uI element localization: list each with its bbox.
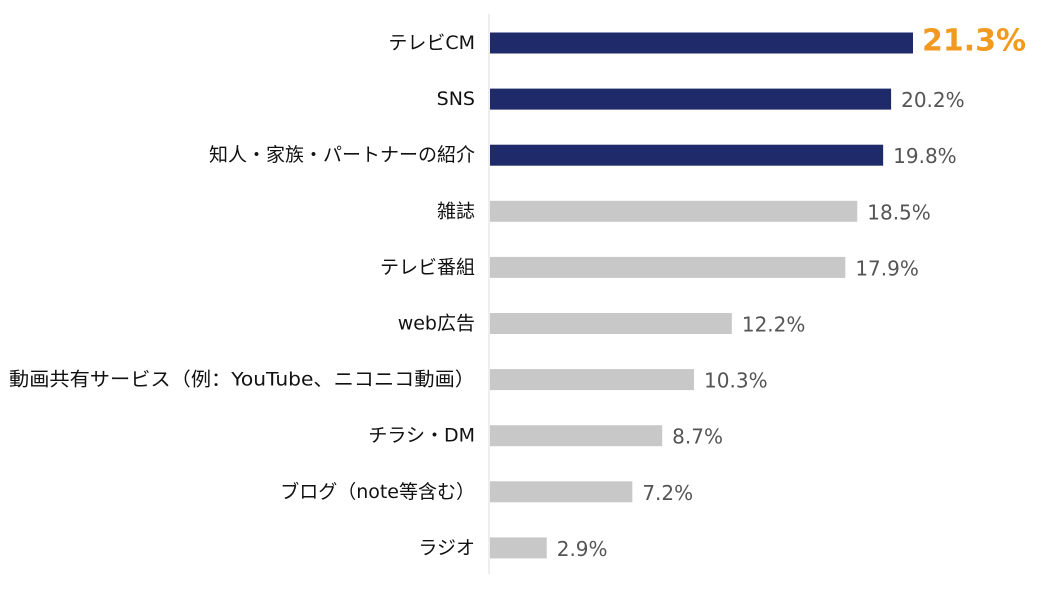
bar [490, 369, 695, 391]
category-label: 雑誌 [437, 200, 475, 222]
bar [490, 32, 913, 54]
value-labels: 21.3% 20.2% 19.8% 18.5% 17.9% 12.2% 10.3% 8.7% 7… [557, 24, 1026, 561]
bars [490, 32, 913, 559]
bar [490, 256, 846, 278]
category-label: ラジオ [418, 537, 475, 559]
bar [490, 144, 884, 166]
bar [490, 537, 547, 559]
value-label: 2.9% [557, 537, 608, 561]
category-label: 動画共有サービス（例：YouTube、ニコニコ動画） [9, 369, 475, 391]
value-label: 10.3% [704, 369, 768, 393]
value-label: 18.5% [867, 200, 931, 224]
value-label: 17.9% [855, 256, 919, 280]
value-label: 19.8% [893, 144, 957, 168]
value-label: 7.2% [642, 481, 693, 505]
category-label: テレビCM [388, 32, 475, 54]
category-label: テレビ番組 [380, 256, 475, 278]
bar [490, 200, 858, 222]
category-label: 知人・家族・パートナーの紹介 [209, 144, 475, 166]
value-label: 12.2% [742, 313, 806, 337]
category-label: SNS [437, 88, 475, 110]
value-label: 20.2% [901, 88, 965, 112]
bar [490, 88, 892, 110]
value-label: 8.7% [672, 425, 723, 449]
bar [490, 425, 663, 447]
category-label: web広告 [398, 313, 475, 335]
bar [490, 313, 732, 334]
category-label: ブログ（note等含む） [280, 480, 475, 503]
bar [490, 481, 633, 503]
value-label: 21.3% [922, 24, 1026, 59]
category-label: チラシ・DM [368, 425, 475, 447]
